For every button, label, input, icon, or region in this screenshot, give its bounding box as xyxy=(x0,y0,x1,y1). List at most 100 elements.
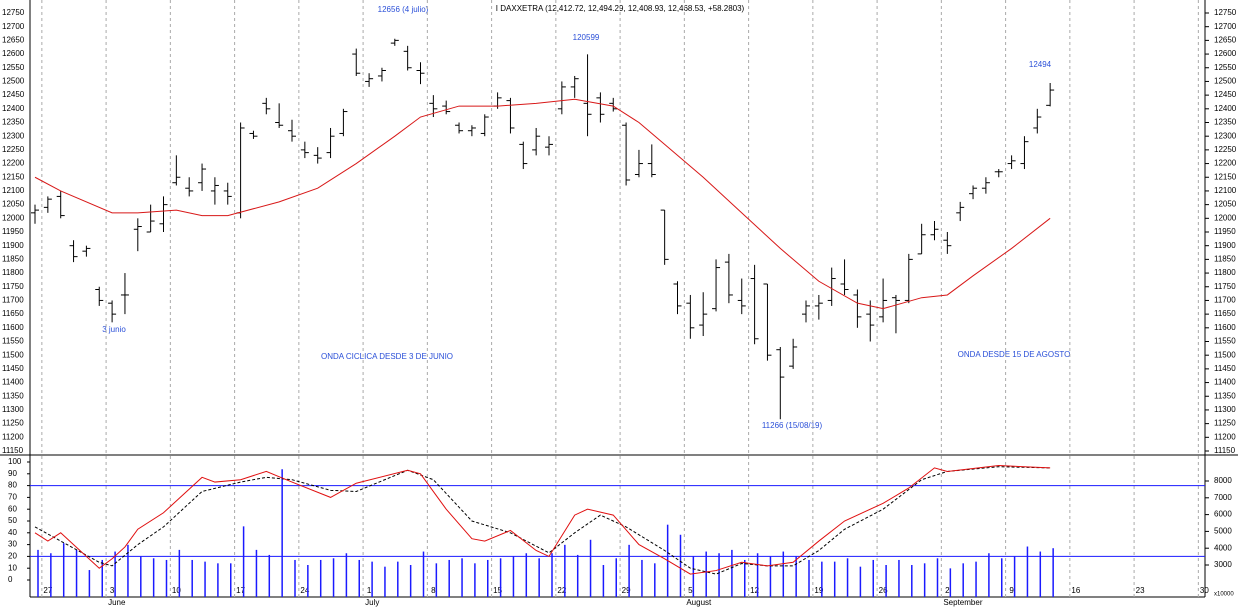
y-tick-label: 12300 xyxy=(1214,131,1237,140)
y-tick-label: 11650 xyxy=(2,309,24,318)
y-tick-label: 12750 xyxy=(2,8,25,17)
y-tick-label: 12500 xyxy=(1214,77,1237,86)
y-tick-label: 11450 xyxy=(2,364,24,373)
annotation: 12656 (4 julio) xyxy=(378,5,429,14)
x-tick-label: 12 xyxy=(750,586,759,595)
month-label: August xyxy=(686,598,712,607)
y2-tick-label: 7000 xyxy=(1214,493,1232,502)
y-tick-label: 11550 xyxy=(1214,337,1236,346)
y-tick-label: 10 xyxy=(8,563,17,572)
x-tick-label: 19 xyxy=(814,586,823,595)
y-tick-label: 12700 xyxy=(2,22,25,31)
y-tick-label: 12050 xyxy=(1214,200,1237,209)
y-tick-label: 11600 xyxy=(1214,323,1236,332)
y-tick-label: 0 xyxy=(8,575,13,584)
y-tick-label: 11150 xyxy=(2,446,24,455)
y-tick-label: 11300 xyxy=(2,405,24,414)
x-tick-label: 15 xyxy=(493,586,502,595)
y-tick-label: 11500 xyxy=(1214,350,1236,359)
moving-average xyxy=(34,98,1051,310)
y-tick-label: 11900 xyxy=(2,241,24,250)
y-tick-label: 30 xyxy=(8,540,17,549)
y-tick-label: 12150 xyxy=(2,172,25,181)
annotation: 11266 (15/08/19) xyxy=(762,421,823,430)
x-tick-label: 27 xyxy=(43,586,52,595)
y-tick-label: 11950 xyxy=(2,227,24,236)
y-tick-label: 11550 xyxy=(2,337,24,346)
annotation: 12494 xyxy=(1029,60,1052,69)
y-tick-label: 12200 xyxy=(1214,159,1237,168)
stoch-d-line xyxy=(34,466,1051,575)
stoch-k-line xyxy=(34,465,1051,575)
annotation: ONDA DESDE 15 DE AGOSTO xyxy=(958,350,1071,359)
y-tick-label: 90 xyxy=(8,469,17,478)
y-tick-label: 11250 xyxy=(2,419,24,428)
y-tick-label: 12750 xyxy=(1214,8,1237,17)
month-label: September xyxy=(943,598,982,607)
y-tick-label: 11850 xyxy=(2,254,24,263)
y-tick-label: 12350 xyxy=(2,118,25,127)
y2-tick-label: 5000 xyxy=(1214,527,1232,536)
y-tick-label: 12450 xyxy=(2,90,25,99)
y-tick-label: 12600 xyxy=(1214,49,1237,58)
annotation: 3 junio xyxy=(102,325,126,334)
y-tick-label: 80 xyxy=(8,481,17,490)
x-tick-label: 30 xyxy=(1200,586,1209,595)
x-tick-label: 24 xyxy=(300,586,309,595)
x-tick-label: 3 xyxy=(110,586,115,595)
x-tick-label: 1 xyxy=(367,586,372,595)
y-tick-label: 11150 xyxy=(1214,446,1236,455)
y-tick-label: 12000 xyxy=(1214,213,1237,222)
y-tick-label: 11500 xyxy=(2,350,24,359)
y-tick-label: 11650 xyxy=(1214,309,1236,318)
y-tick-label: 100 xyxy=(8,457,22,466)
y-tick-label: 12650 xyxy=(2,35,25,44)
y-tick-label: 12200 xyxy=(2,159,25,168)
month-label: June xyxy=(108,598,126,607)
y-tick-label: 12600 xyxy=(2,49,25,58)
y-tick-label: 40 xyxy=(8,528,17,537)
y-tick-label: 12250 xyxy=(1214,145,1237,154)
y-tick-label: 11400 xyxy=(1214,378,1236,387)
x-tick-label: 17 xyxy=(236,586,245,595)
annotation: 120599 xyxy=(573,33,600,42)
y2-unit: x10000 xyxy=(1214,592,1234,598)
annotation: ONDA CICLICA DESDE 3 DE JUNIO xyxy=(321,352,453,361)
y-tick-label: 12550 xyxy=(1214,63,1237,72)
month-label: July xyxy=(365,598,379,607)
y-tick-label: 50 xyxy=(8,516,17,525)
y-tick-label: 11750 xyxy=(2,282,24,291)
x-tick-label: 26 xyxy=(879,586,888,595)
y-tick-label: 12400 xyxy=(1214,104,1237,113)
x-tick-label: 5 xyxy=(688,586,693,595)
y-tick-label: 12000 xyxy=(2,213,25,222)
y-tick-label: 11350 xyxy=(2,391,24,400)
y-tick-label: 12150 xyxy=(1214,172,1237,181)
x-tick-label: 8 xyxy=(431,586,436,595)
y-tick-label: 12400 xyxy=(2,104,25,113)
y-tick-label: 11700 xyxy=(2,296,24,305)
y-tick-label: 11350 xyxy=(1214,391,1236,400)
y-tick-label: 11400 xyxy=(2,378,24,387)
y-tick-label: 11800 xyxy=(2,268,24,277)
y-tick-label: 11600 xyxy=(2,323,24,332)
y-tick-label: 12650 xyxy=(1214,35,1237,44)
y-tick-label: 70 xyxy=(8,493,17,502)
y-tick-label: 11950 xyxy=(1214,227,1236,236)
x-tick-label: 22 xyxy=(557,586,566,595)
y-tick-label: 11250 xyxy=(1214,419,1236,428)
y2-tick-label: 6000 xyxy=(1214,510,1232,519)
y-tick-label: 12100 xyxy=(2,186,25,195)
x-tick-label: 16 xyxy=(1071,586,1080,595)
x-tick-label: 29 xyxy=(622,586,631,595)
x-tick-label: 10 xyxy=(172,586,181,595)
y-tick-label: 11800 xyxy=(1214,268,1236,277)
y2-tick-label: 3000 xyxy=(1214,560,1232,569)
y-tick-label: 11200 xyxy=(1214,432,1236,441)
y-tick-label: 12250 xyxy=(2,145,25,154)
y-tick-label: 11200 xyxy=(2,432,24,441)
y-tick-label: 12500 xyxy=(2,77,25,86)
y2-tick-label: 4000 xyxy=(1214,543,1232,552)
